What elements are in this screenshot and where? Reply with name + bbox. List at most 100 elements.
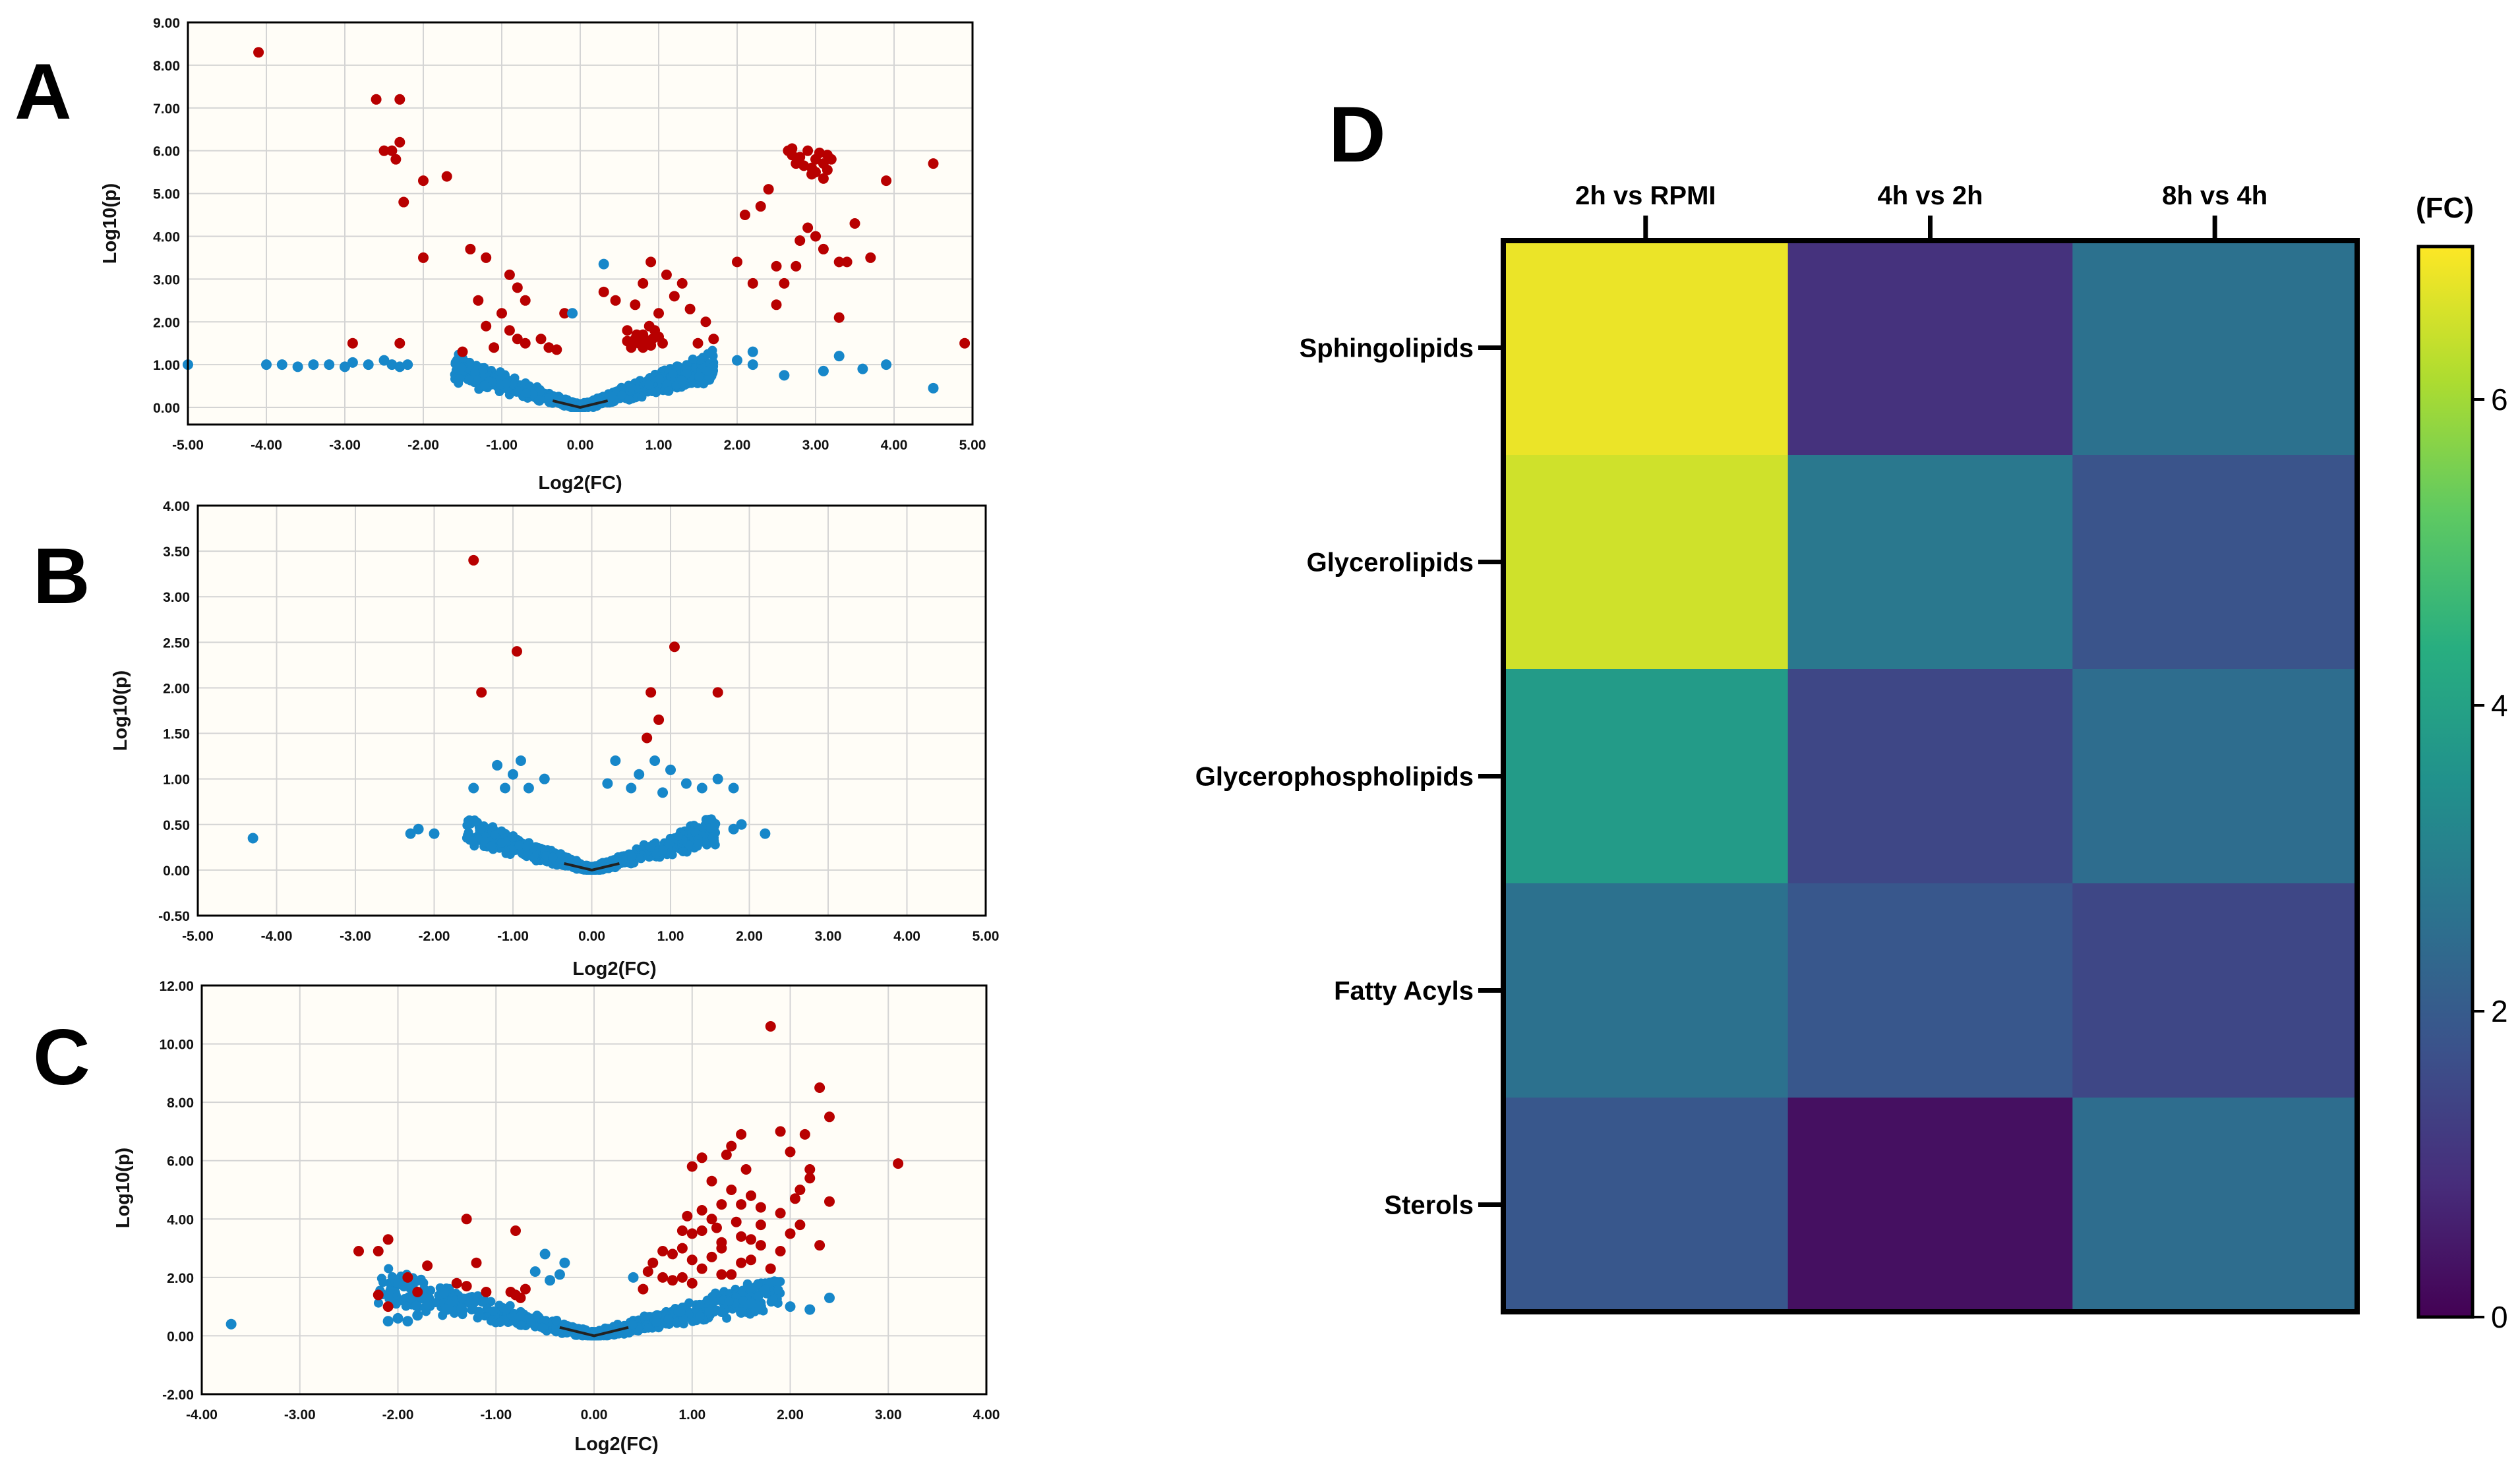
row-label: Glycerophospholipids — [1195, 763, 1474, 792]
data-point — [665, 764, 676, 775]
data-point — [696, 1205, 707, 1216]
data-point — [747, 359, 758, 370]
data-point — [928, 382, 939, 394]
data-point — [393, 1278, 403, 1288]
data-point — [489, 1306, 498, 1316]
points-c — [225, 1021, 904, 1341]
data-point — [746, 1283, 756, 1293]
data-point — [661, 269, 672, 280]
y-ticks-c: -2.00 0.00 2.00 4.00 6.00 8.00 10.00 12.00 — [159, 979, 194, 1403]
data-point — [645, 687, 657, 698]
data-point — [732, 256, 742, 268]
x-tick-label: 3.00 — [815, 929, 842, 944]
data-point — [707, 345, 717, 355]
data-point — [728, 782, 739, 794]
data-point — [451, 1278, 462, 1289]
data-point — [833, 312, 845, 323]
data-point — [653, 714, 665, 725]
data-point — [695, 355, 705, 365]
data-point — [746, 1254, 756, 1266]
data-point — [441, 1304, 452, 1315]
data-point — [841, 256, 853, 268]
data-point — [371, 94, 382, 105]
data-point — [382, 1316, 394, 1327]
data-point — [412, 1287, 423, 1297]
data-point — [686, 1228, 698, 1239]
data-point — [739, 210, 750, 221]
data-point — [378, 145, 390, 156]
data-point — [726, 1269, 737, 1280]
data-point — [468, 782, 479, 794]
panel-letter-d: D — [1329, 90, 1386, 179]
data-point — [704, 814, 714, 824]
data-point — [755, 1220, 766, 1231]
data-point — [622, 325, 633, 336]
data-point — [684, 840, 694, 850]
data-point — [607, 391, 616, 401]
data-point — [384, 1264, 394, 1274]
data-point — [495, 1318, 505, 1328]
data-point — [465, 243, 476, 254]
data-point — [804, 1164, 816, 1175]
data-point — [511, 646, 522, 657]
data-point — [645, 842, 655, 852]
data-point — [700, 316, 711, 328]
data-point — [667, 1275, 678, 1286]
data-point — [716, 1199, 727, 1210]
heatmap-row-labels: Sphingolipids Glycerolipids Glycerophospho… — [1195, 334, 1503, 1220]
panel-letter-c: C — [33, 1013, 90, 1102]
data-point — [559, 308, 570, 319]
data-point — [785, 1301, 796, 1312]
x-tick-label: -2.00 — [407, 438, 439, 453]
data-point — [706, 1175, 717, 1187]
x-tick-label: -3.00 — [329, 438, 361, 453]
x-tick-label: -5.00 — [172, 438, 204, 453]
y-tick-label: 4.00 — [167, 1212, 194, 1227]
y-tick-label: 1.00 — [153, 358, 180, 373]
data-point — [740, 1164, 752, 1175]
column-label: 8h vs 4h — [2162, 181, 2267, 210]
data-point — [634, 769, 645, 780]
data-point — [673, 831, 683, 841]
data-point — [476, 824, 486, 834]
data-point — [450, 359, 460, 368]
data-point — [276, 359, 287, 370]
data-point — [402, 1316, 413, 1327]
data-point — [413, 823, 424, 835]
data-point — [496, 826, 506, 836]
data-point — [638, 342, 649, 353]
data-point — [456, 1303, 466, 1312]
data-point — [515, 1292, 526, 1303]
data-point — [642, 1266, 653, 1277]
x-tick-label: 1.00 — [645, 438, 673, 453]
data-point — [598, 286, 609, 297]
data-point — [504, 325, 515, 336]
data-point — [441, 171, 452, 182]
data-point — [865, 252, 876, 263]
data-point — [520, 1283, 531, 1295]
data-point — [515, 755, 526, 767]
data-point — [386, 145, 398, 156]
data-point — [857, 363, 868, 374]
heatmap-cell — [1503, 241, 1789, 456]
y-tick-label: 3.50 — [163, 544, 190, 560]
data-point — [487, 841, 496, 851]
data-point — [387, 1272, 397, 1281]
data-point — [712, 687, 723, 698]
data-point — [810, 231, 821, 242]
plot-frame-c — [200, 984, 988, 1396]
data-point — [559, 1257, 570, 1268]
data-point — [785, 1146, 796, 1158]
y-tick-label: 7.00 — [153, 102, 180, 117]
x-tick-label: 5.00 — [973, 929, 1000, 944]
data-point — [516, 1320, 526, 1330]
data-point — [795, 1220, 806, 1231]
data-point — [765, 1021, 776, 1032]
row-label: Glycerolipids — [1307, 548, 1474, 577]
data-point — [471, 375, 481, 385]
data-point — [373, 1246, 384, 1256]
data-point — [753, 1279, 763, 1289]
data-point — [411, 1301, 421, 1310]
data-point — [959, 338, 971, 349]
data-point — [492, 759, 503, 771]
